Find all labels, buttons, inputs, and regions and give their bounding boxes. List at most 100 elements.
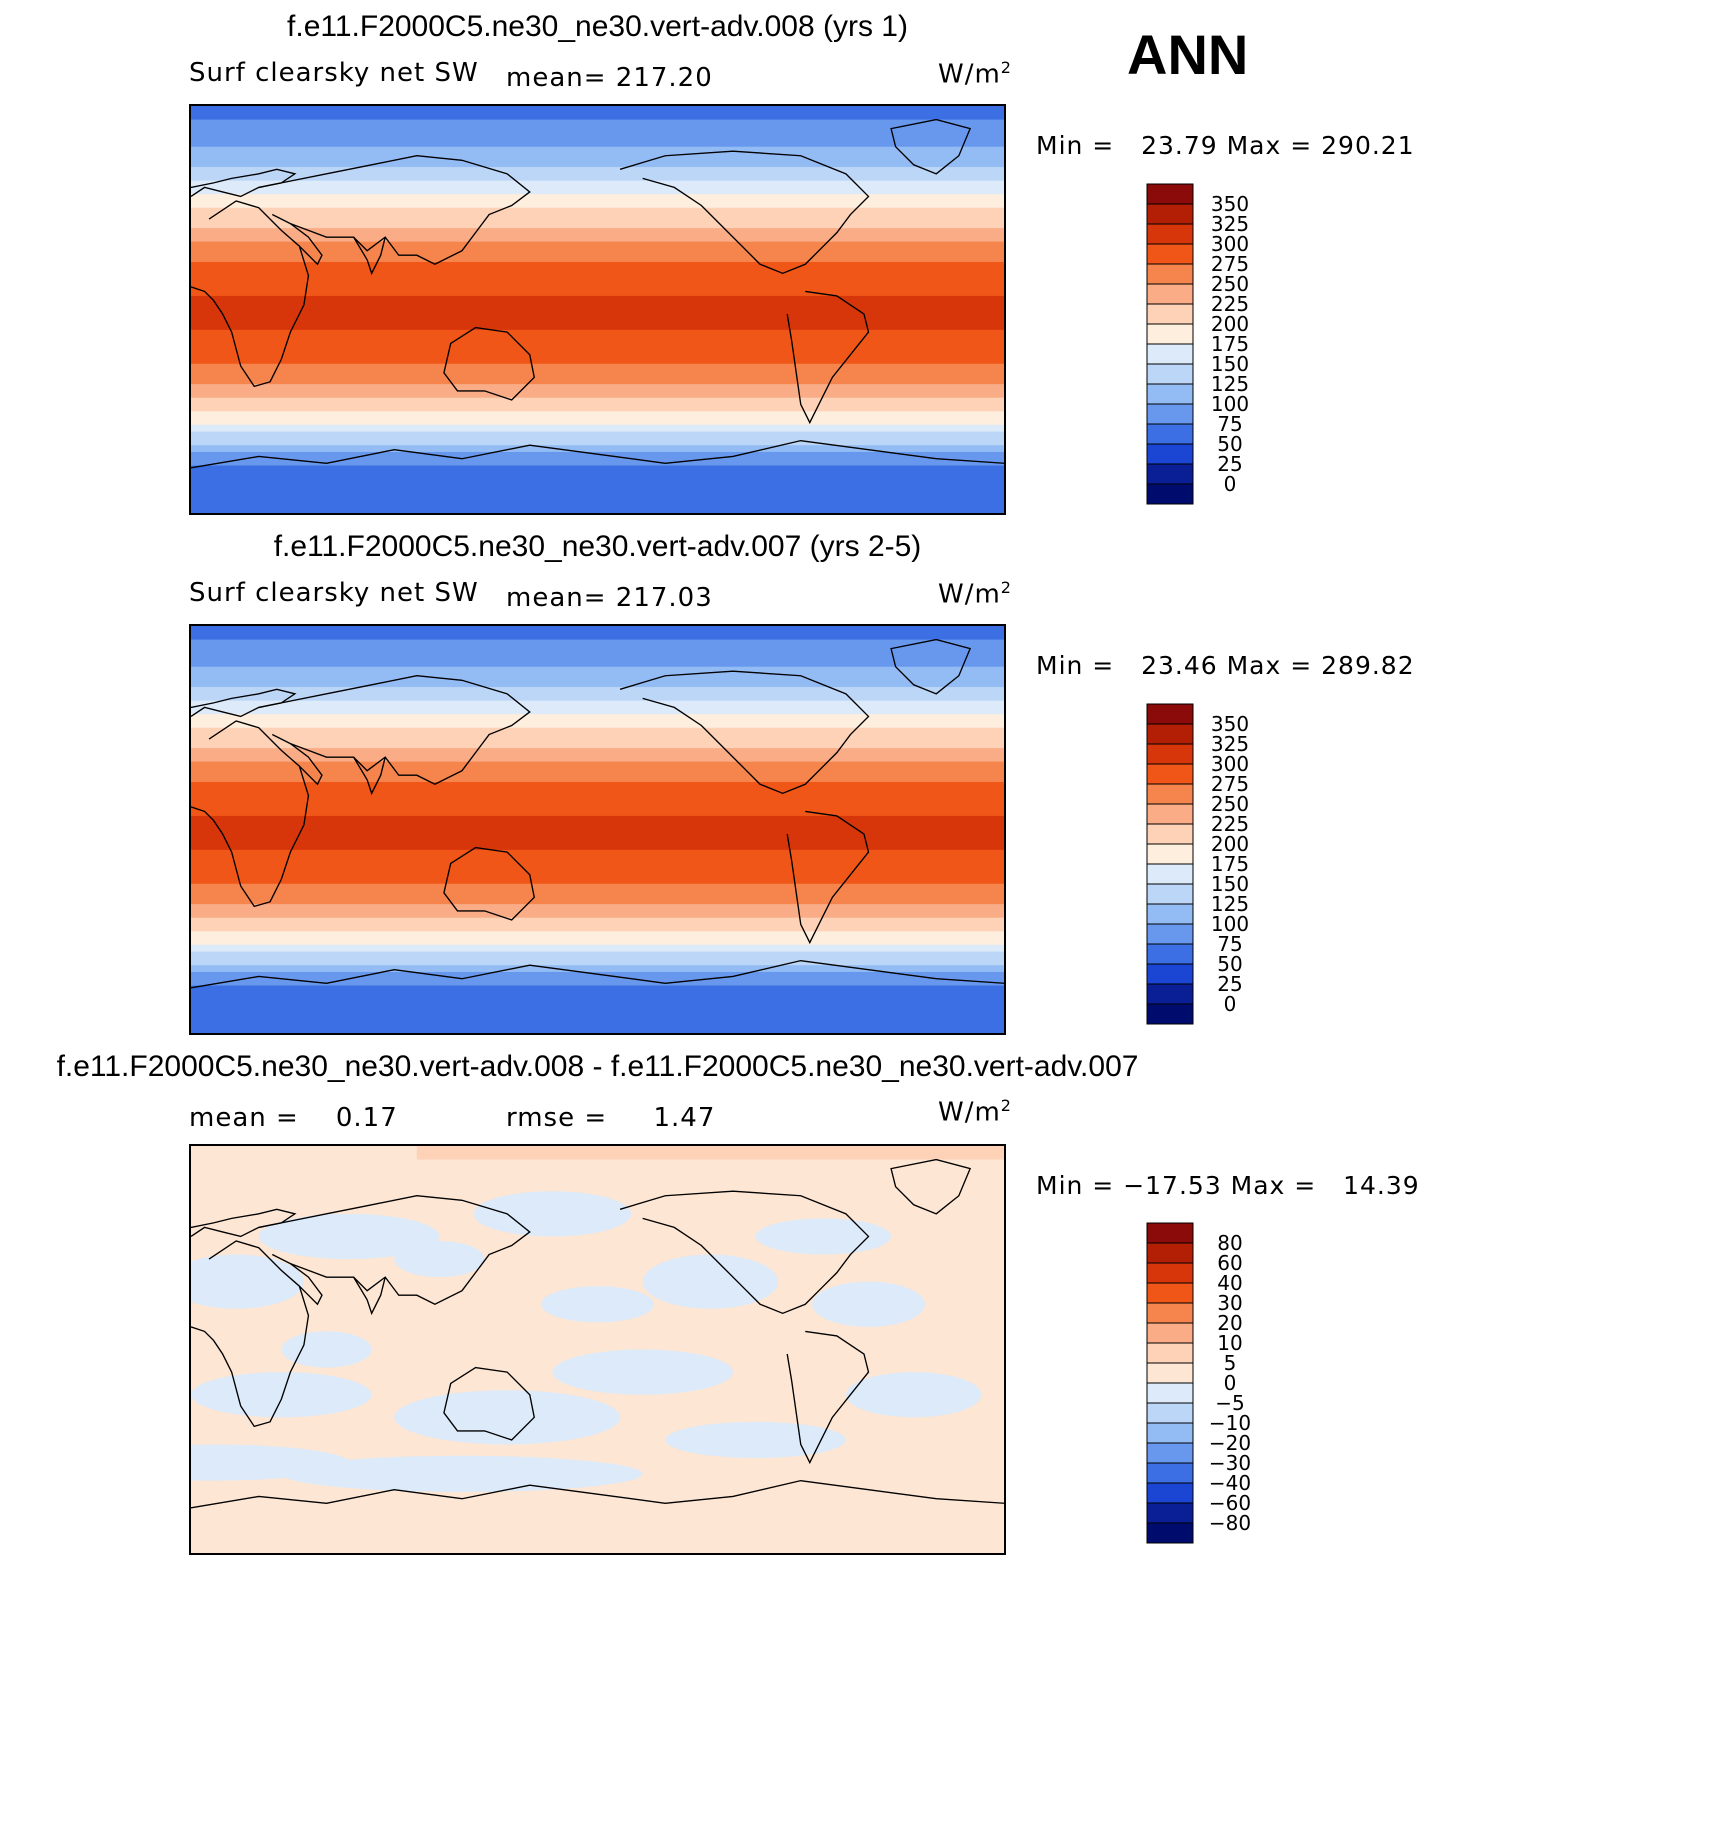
map-band [191, 173, 1004, 182]
map-anomaly-region [394, 1390, 621, 1445]
colorbar-swatch [1146, 943, 1194, 965]
coastline [443, 846, 536, 921]
panel-2-minmax: Min = 23.46 Max = 289.82 [1036, 651, 1415, 680]
colorbar-tick-label: 225 [1211, 812, 1249, 836]
map-band [191, 262, 1004, 270]
colorbar-swatch [1146, 1442, 1194, 1464]
map-band [191, 626, 1004, 634]
colorbar-tick-label: 25 [1217, 452, 1242, 476]
map-band [191, 397, 1004, 405]
panel-1-colorbar: 350 325 300 275 250 225 200 175 150 125 100 75 50 25 0 [1146, 183, 1286, 507]
map-band [191, 112, 1004, 121]
map-band [191, 323, 1004, 331]
panel-1-mean: mean= 217.20 [506, 63, 713, 93]
map-anomaly-region [552, 1349, 733, 1395]
map-band [191, 255, 1004, 263]
coastline [786, 810, 870, 945]
panel-3-mean: mean = 0.17 [189, 1103, 398, 1133]
map-band [191, 646, 1004, 654]
colorbar-swatch [1146, 423, 1194, 445]
map-anomaly-region [665, 1421, 846, 1459]
map-band [191, 194, 1004, 202]
map-band [191, 761, 1004, 769]
colorbar-swatch [1146, 1422, 1194, 1444]
colorbar-swatch [1146, 1322, 1194, 1344]
colorbar-swatch [1146, 1522, 1194, 1544]
map-band [191, 282, 1004, 290]
map-band [191, 938, 1004, 946]
map-band [191, 856, 1004, 864]
map-anomaly-region [642, 1254, 779, 1309]
map-band [191, 666, 1004, 674]
map-band [191, 897, 1004, 905]
map-band [191, 775, 1004, 783]
map-band [191, 411, 1004, 419]
map-band [191, 248, 1004, 256]
map-anomaly-region [845, 1372, 982, 1418]
map-band [191, 971, 1004, 980]
colorbar-tick-label: 275 [1211, 252, 1249, 276]
colorbar-swatch [1146, 203, 1194, 225]
colorbar-tick-label: 60 [1217, 1251, 1242, 1275]
colorbar-swatch [1146, 823, 1194, 845]
colorbar-swatch [1146, 843, 1194, 865]
colorbar-swatch [1146, 263, 1194, 285]
colorbar-swatch [1146, 443, 1194, 465]
panel-1-minmax: Min = 23.79 Max = 290.21 [1036, 131, 1415, 160]
coastline [619, 1190, 870, 1315]
colorbar-swatch [1146, 303, 1194, 325]
map-band [191, 687, 1004, 695]
coastline [191, 720, 310, 908]
map-anomaly-region [473, 1191, 632, 1237]
map-band [191, 133, 1004, 141]
colorbar-tick-label: 275 [1211, 772, 1249, 796]
colorbar-swatch [1146, 243, 1194, 265]
map-band [191, 639, 1004, 647]
map-band [191, 754, 1004, 763]
map-band [191, 727, 1004, 735]
colorbar-tick-label: −80 [1209, 1511, 1251, 1535]
map-band [191, 472, 1004, 480]
coastline [443, 1366, 536, 1441]
colorbar-tick-label: 50 [1217, 432, 1242, 456]
map-band [191, 390, 1004, 399]
colorbar-swatch [1146, 1382, 1194, 1404]
coastline [289, 1263, 386, 1316]
colorbar-tick-label: −20 [1209, 1431, 1251, 1455]
map-band [191, 241, 1004, 249]
map-anomaly-region [281, 1455, 643, 1492]
colorbar-swatch [1146, 403, 1194, 425]
map-band [191, 748, 1004, 756]
map-band [191, 680, 1004, 688]
colorbar-tick-label: −30 [1209, 1451, 1251, 1475]
map-band [191, 741, 1004, 749]
map-band [191, 714, 1004, 722]
map-anomaly-region [281, 1331, 372, 1368]
map-band [191, 1005, 1004, 1014]
map-band [191, 295, 1004, 304]
map-band [191, 180, 1004, 188]
map-band [191, 499, 1004, 507]
map-anomaly-region [394, 1240, 485, 1278]
map-band [191, 160, 1004, 168]
colorbar-tick-label: 80 [1217, 1231, 1242, 1255]
map-band [191, 836, 1004, 844]
colorbar-tick-label: −60 [1209, 1491, 1251, 1515]
coastline [191, 1479, 1004, 1509]
panel-2-variable: Surf clearsky net SW [189, 578, 479, 608]
map-band [191, 829, 1004, 837]
colorbar-swatch [1146, 883, 1194, 905]
colorbar-swatch [1146, 323, 1194, 345]
map-band [191, 458, 1004, 466]
colorbar-tick-label: 30 [1217, 1291, 1242, 1315]
colorbar-swatch [1146, 923, 1194, 945]
colorbar-tick-label: 200 [1211, 312, 1249, 336]
colorbar-tick-label: 100 [1211, 912, 1249, 936]
coastline [890, 638, 972, 695]
map-band [191, 999, 1004, 1007]
map-band [191, 673, 1004, 681]
map-band [191, 309, 1004, 317]
coastline [191, 200, 310, 388]
map-anomaly-region [258, 1213, 440, 1260]
colorbar-swatch [1146, 483, 1194, 505]
